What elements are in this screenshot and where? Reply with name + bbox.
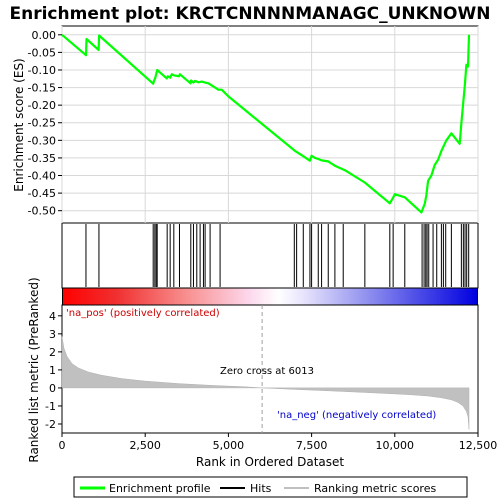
chart-title: Enrichment plot: KRCTCNNNNMANAGC_UNKNOWN (10, 4, 491, 24)
es-tick-label: -0.50 (28, 205, 56, 218)
legend-label-hits: Hits (250, 482, 272, 495)
es-tick-label: -0.35 (28, 152, 56, 165)
hits-panel-frame (62, 223, 478, 288)
x-axis: 0 2,500 5,000 7,500 10,000 12,500 (59, 433, 498, 452)
es-tick-label: -0.30 (28, 134, 56, 147)
neg-corr-label: 'na_neg' (negatively correlated) (277, 410, 436, 421)
metric-tick-label: 2 (49, 346, 56, 359)
es-y-label: Enrichment score (ES) (12, 58, 26, 191)
x-tick-label: 7,500 (296, 439, 328, 452)
x-axis-label: Rank in Ordered Dataset (196, 455, 344, 469)
metric-tick-label: -2 (45, 418, 56, 431)
es-tick-label: -0.10 (28, 64, 56, 77)
legend-label-enrichment: Enrichment profile (109, 482, 211, 495)
es-y-axis: 0.00 -0.05 -0.10 -0.15 -0.20 -0.25 -0.30 -0.35 -… (28, 29, 62, 218)
x-tick-label: 10,000 (376, 439, 415, 452)
es-tick-label: -0.25 (28, 117, 56, 130)
metric-tick-label: 4 (49, 310, 56, 323)
metric-tick-label: 3 (49, 328, 56, 341)
es-tick-label: -0.20 (28, 99, 56, 112)
x-tick-label: 0 (59, 439, 66, 452)
es-tick-label: -0.15 (28, 82, 56, 95)
x-tick-label: 2,500 (129, 439, 161, 452)
es-tick-label: 0.00 (32, 29, 57, 42)
zero-cross-label: Zero cross at 6013 (220, 366, 314, 377)
metric-y-axis: 4 3 2 1 0 -1 -2 (45, 310, 62, 431)
x-tick-label: 5,000 (213, 439, 245, 452)
es-tick-label: -0.05 (28, 46, 56, 59)
legend-label-ranking: Ranking metric scores (314, 482, 436, 495)
rank-colorbar (63, 288, 478, 305)
x-tick-label: 12,500 (459, 439, 498, 452)
es-tick-label: -0.40 (28, 170, 56, 183)
legend: Enrichment profile Hits Ranking metric s… (74, 477, 467, 497)
metric-tick-label: 0 (49, 382, 56, 395)
pos-corr-label: 'na_pos' (positively correlated) (66, 308, 220, 319)
metric-tick-label: 1 (49, 364, 56, 377)
es-tick-label: -0.45 (28, 187, 56, 200)
metric-y-label: Ranked list metric (PreRanked) (27, 277, 41, 462)
metric-tick-label: -1 (45, 400, 56, 413)
